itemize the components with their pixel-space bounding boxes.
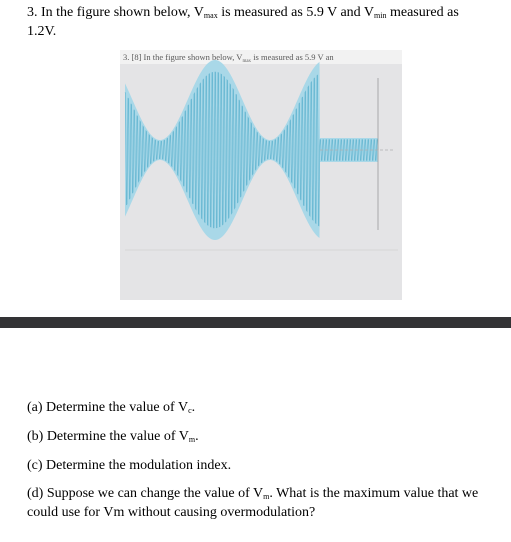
question-line: 3. In the figure shown below, Vmax is me…	[27, 5, 459, 21]
carrier	[124, 71, 379, 229]
text: 3. In the figure shown below, V	[27, 5, 204, 20]
text: is measured as 5.9 V and V	[217, 5, 375, 20]
text: (b) Determine the value of V	[27, 429, 189, 444]
photo-caption-strip	[120, 50, 402, 64]
part: (c) Determine the modulation index.	[27, 458, 231, 474]
question-line: 1.2V.	[27, 24, 56, 40]
text: (c) Determine the modulation index.	[27, 458, 232, 473]
part: (a) Determine the value of Vc.	[27, 400, 195, 416]
divider-bar	[0, 317, 511, 328]
text: .	[191, 400, 196, 415]
subscript: m	[263, 492, 270, 501]
am-waveform	[124, 60, 379, 240]
part: (b) Determine the value of Vm.	[27, 429, 199, 445]
text: . What is the maximum value that we	[269, 486, 479, 501]
text: (d) Suppose we can change the value of V	[27, 486, 264, 501]
subscript: max	[203, 11, 218, 20]
text: .	[195, 429, 199, 444]
text: (a) Determine the value of V	[27, 400, 189, 415]
figure-photo: 3. [8] In the figure shown below, Vmax i…	[120, 50, 402, 300]
part: could use for Vm without causing overmod…	[27, 505, 315, 521]
text: measured as	[386, 5, 459, 20]
subscript: max	[242, 59, 251, 64]
photo-background	[120, 50, 402, 300]
text: is measured as 5.9 V an	[251, 52, 334, 62]
subscript: m	[188, 435, 196, 444]
text: 3. [8] In the figure shown below, V	[123, 52, 243, 62]
text: could use for Vm without causing overmod…	[27, 505, 316, 520]
photo-caption: 3. [8] In the figure shown below, Vmax i…	[123, 52, 334, 64]
text: 1.2V.	[27, 24, 57, 39]
subscript: c	[188, 406, 192, 415]
part: (d) Suppose we can change the value of V…	[27, 486, 478, 502]
subscript: min	[374, 11, 387, 20]
